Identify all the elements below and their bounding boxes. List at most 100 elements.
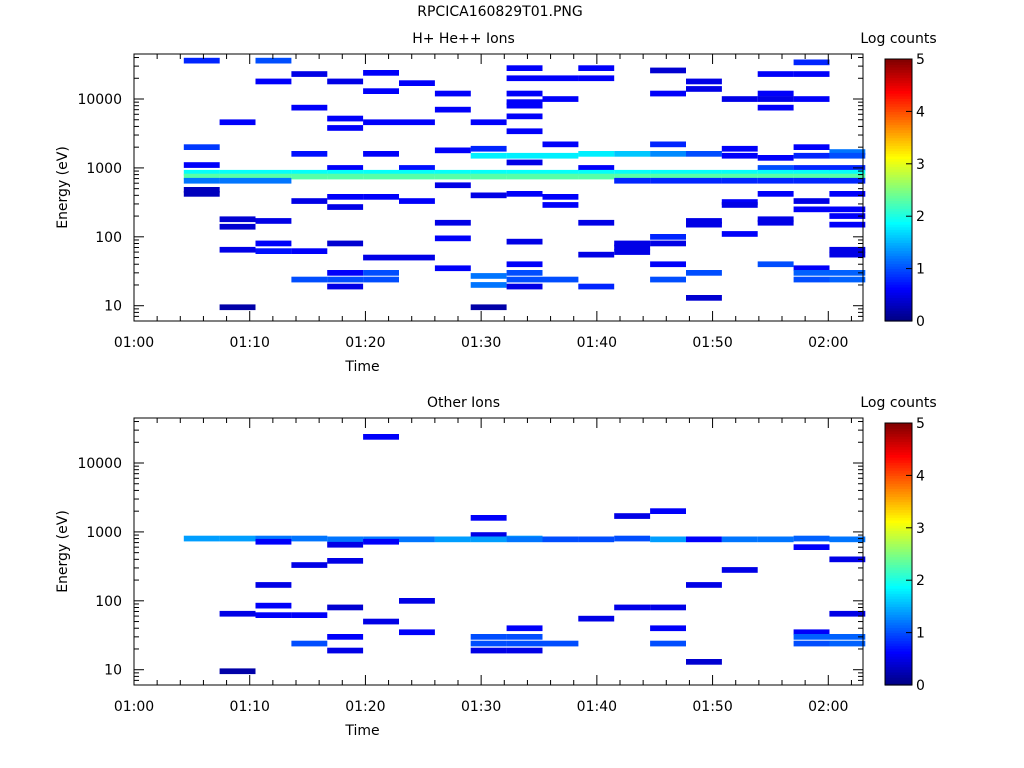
heatmap-cell: [721, 152, 758, 159]
heatmap-cell: [686, 659, 722, 665]
heatmap-cell: [829, 556, 866, 563]
colorbar-segment: [885, 174, 912, 178]
heatmap-cell: [686, 173, 722, 180]
colorbar-tick-label: 5: [916, 52, 925, 68]
colorbar-segment: [885, 470, 912, 474]
colorbar-segment: [885, 263, 912, 267]
colorbar-tick-label: 3: [916, 157, 925, 173]
heatmap-cell: [327, 173, 364, 180]
heatmap-cell: [470, 532, 507, 538]
colorbar-segment: [885, 114, 912, 118]
heatmap-cell: [470, 640, 507, 647]
colorbar-segment: [885, 475, 912, 479]
colorbar-segment: [885, 632, 912, 636]
heatmap-cell: [793, 173, 830, 180]
colorbar-segment: [885, 483, 912, 487]
heatmap-cell: [327, 536, 364, 543]
colorbar-segment: [885, 580, 912, 584]
colorbar-segment: [885, 598, 912, 602]
heatmap-cell: [793, 165, 830, 171]
colorbar-segment: [885, 645, 912, 649]
heatmap-cell: [506, 75, 543, 82]
heatmap-cell: [470, 536, 507, 543]
x-tick-label: 01:00: [114, 699, 154, 715]
heatmap-cell: [829, 221, 866, 228]
colorbar-segment: [885, 300, 912, 304]
colorbar-segment: [885, 231, 912, 236]
colorbar-segment: [885, 184, 912, 188]
heatmap-cell: [506, 169, 543, 176]
colorbar-segment: [885, 464, 912, 469]
colorbar-segment: [885, 116, 912, 120]
colorbar-segment: [885, 111, 912, 115]
heatmap-cell: [793, 169, 830, 176]
heatmap-cell: [793, 177, 830, 184]
heatmap-cell: [578, 219, 615, 226]
heatmap-cell: [757, 169, 794, 176]
heatmap-cell: [434, 169, 471, 176]
x-tick-label: 01:20: [345, 699, 385, 715]
heatmap-cell: [757, 104, 794, 111]
heatmap-cell: [183, 57, 220, 64]
heatmap-cell: [829, 640, 866, 647]
colorbar-segment: [885, 533, 912, 537]
colorbar-segment: [885, 640, 912, 644]
heatmap-cell: [327, 647, 364, 654]
colorbar: 0 1 2 3 4 5 Log counts: [860, 31, 936, 330]
colorbar-segment: [885, 574, 912, 579]
colorbar-segment: [885, 200, 912, 204]
colorbar-segment: [885, 313, 912, 317]
heatmap-cell: [578, 536, 615, 543]
heatmap-cell: [650, 640, 686, 647]
heatmap-cell: [829, 246, 866, 253]
heatmap-cell: [255, 57, 292, 64]
heatmap-cell: [506, 191, 543, 197]
colorbar-segment: [885, 671, 912, 676]
colorbar-segment: [885, 226, 912, 230]
colorbar-segment: [885, 441, 912, 445]
colorbar-segment: [885, 268, 912, 272]
colorbar-segment: [885, 132, 912, 136]
colorbar-segment: [885, 260, 912, 264]
heatmap-cell: [721, 145, 758, 152]
colorbar-segment: [885, 629, 912, 634]
heatmap-cell: [255, 582, 292, 588]
heatmap-cell: [578, 165, 615, 171]
heatmap-cell: [721, 173, 758, 180]
y-tick-label: 10000: [77, 92, 122, 108]
colorbar-segment: [885, 522, 912, 526]
colorbar-segment: [885, 153, 912, 157]
colorbar-segment: [885, 66, 912, 71]
heatmap-cell: [291, 248, 328, 254]
colorbar-segment: [885, 517, 912, 521]
colorbar-segment: [885, 247, 912, 251]
colorbar-segment: [885, 585, 912, 589]
heatmap-cell: [183, 169, 220, 176]
colorbar-segment: [885, 224, 912, 228]
heatmap-cell: [255, 602, 292, 609]
heatmap-cell: [506, 99, 543, 105]
colorbar-segment: [885, 601, 912, 605]
colorbar-segment: [885, 666, 912, 670]
heatmap-cell: [686, 86, 722, 92]
colorbar-label: Log counts: [860, 31, 936, 47]
colorbar-segment: [885, 187, 912, 191]
heatmap-cell: [829, 251, 866, 258]
colorbar-segment: [885, 145, 912, 149]
colorbar-segment: [885, 595, 912, 600]
heatmap-cell: [506, 152, 543, 159]
colorbar-segment: [885, 451, 912, 456]
heatmap-cell: [255, 78, 292, 85]
heatmap-cell: [399, 165, 435, 171]
heatmap-cell: [757, 155, 794, 161]
x-tick-label: 01:40: [577, 335, 617, 351]
x-tick-label: 02:00: [808, 699, 848, 715]
colorbar-segment: [885, 197, 912, 202]
colorbar-segment: [885, 142, 912, 147]
heatmap-cell: [650, 240, 686, 247]
colorbar-segment: [885, 281, 912, 285]
heatmap-cell: [829, 173, 866, 180]
heatmap-cell: [399, 198, 435, 204]
heatmap-cell: [363, 276, 399, 283]
